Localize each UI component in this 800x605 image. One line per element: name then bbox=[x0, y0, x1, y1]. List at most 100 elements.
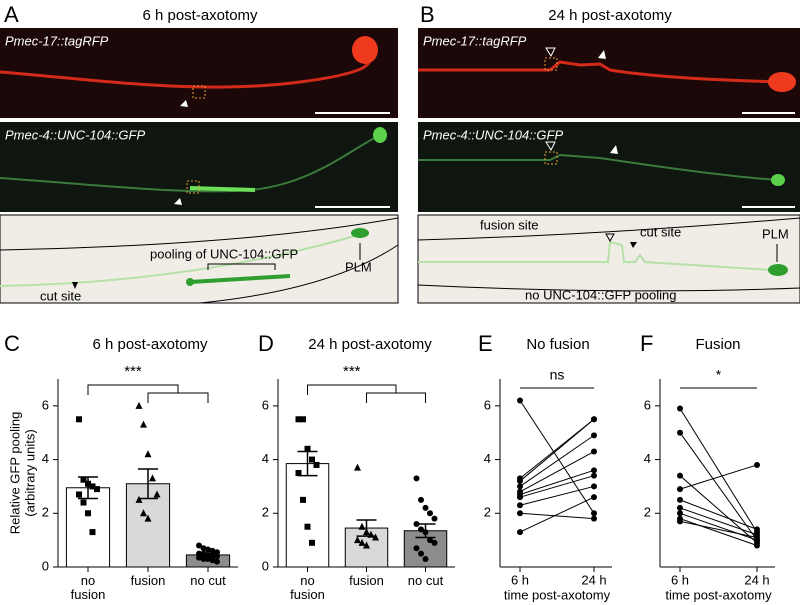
image-label: Pmec-17::tagRFP bbox=[423, 33, 527, 48]
pair-line bbox=[679, 432, 758, 541]
pair-line bbox=[519, 434, 595, 487]
diagram-label: cut site bbox=[40, 288, 81, 303]
data-point bbox=[422, 555, 429, 562]
x-axis-label: time post-axotomy bbox=[504, 587, 611, 602]
diagram-label: PLM bbox=[345, 259, 372, 274]
x-tick-label: no cut bbox=[190, 573, 226, 588]
arrowhead bbox=[174, 198, 182, 205]
data-point bbox=[431, 539, 438, 546]
data-point bbox=[89, 483, 96, 490]
data-point bbox=[295, 416, 302, 423]
data-point bbox=[363, 541, 370, 549]
data-point bbox=[591, 472, 597, 479]
data-point bbox=[85, 510, 91, 517]
data-point bbox=[363, 528, 370, 536]
pair-line bbox=[679, 507, 758, 536]
y-tick-label: 2 bbox=[484, 505, 491, 520]
data-point bbox=[309, 539, 315, 546]
data-point bbox=[517, 483, 523, 490]
cell-body bbox=[352, 36, 378, 64]
micrograph-green bbox=[418, 122, 800, 212]
data-point bbox=[517, 494, 523, 501]
data-point bbox=[677, 496, 683, 503]
pooling bbox=[189, 186, 256, 192]
diagram-label: pooling of UNC-104::GFP bbox=[150, 246, 298, 261]
data-point bbox=[413, 475, 420, 482]
data-point bbox=[205, 546, 211, 553]
y-tick-label: 6 bbox=[42, 397, 49, 412]
bracket bbox=[207, 263, 276, 270]
data-point bbox=[517, 502, 523, 509]
y-tick-label: 4 bbox=[42, 451, 49, 466]
data-point bbox=[214, 553, 220, 560]
image-label: Pmec-4::UNC-104::GFP bbox=[423, 127, 563, 142]
arrowhead bbox=[598, 50, 606, 59]
data-point bbox=[418, 496, 424, 503]
cell-body bbox=[771, 174, 785, 186]
significance: ns bbox=[550, 367, 565, 383]
diagram-label: PLM bbox=[762, 226, 789, 241]
axon bbox=[418, 240, 771, 271]
neuron-green bbox=[418, 153, 781, 181]
pair-line bbox=[679, 408, 758, 533]
arrow bbox=[630, 242, 637, 248]
chart-title: No fusion bbox=[526, 336, 589, 353]
data-point bbox=[422, 504, 429, 511]
data-point bbox=[754, 461, 760, 468]
data-point bbox=[309, 456, 315, 463]
pair-line bbox=[679, 518, 758, 546]
pair-line bbox=[679, 512, 758, 541]
worm-outline bbox=[417, 284, 800, 292]
data-point bbox=[135, 401, 143, 409]
y-tick-label: 2 bbox=[644, 505, 651, 520]
worm-outline bbox=[199, 244, 399, 304]
x-tick-label: fusion bbox=[130, 573, 166, 588]
data-point bbox=[591, 416, 597, 423]
data-point bbox=[427, 537, 433, 544]
diagram-label: cut site bbox=[640, 224, 681, 239]
data-point bbox=[591, 467, 597, 474]
chart-title: 24 h post-axotomy bbox=[308, 336, 432, 353]
data-point bbox=[517, 478, 523, 485]
panel-letter: F bbox=[640, 331, 653, 356]
data-point bbox=[205, 555, 211, 562]
data-point bbox=[591, 510, 597, 517]
y-axis-label: (arbitrary units) bbox=[22, 429, 37, 516]
panel-title: 24 h post-axotomy bbox=[548, 7, 672, 24]
data-point bbox=[413, 521, 420, 528]
data-point bbox=[300, 496, 306, 503]
panel-letter: D bbox=[258, 331, 274, 356]
chart-title: 6 h post-axotomy bbox=[92, 336, 208, 353]
data-point bbox=[413, 545, 420, 552]
data-point bbox=[295, 470, 302, 476]
panel-letter: E bbox=[478, 331, 493, 356]
data-point bbox=[149, 474, 156, 482]
data-point bbox=[427, 510, 433, 517]
chart-title: Fusion bbox=[695, 336, 740, 353]
data-point bbox=[200, 545, 207, 552]
data-point bbox=[418, 526, 424, 533]
panel-letter: B bbox=[420, 2, 435, 27]
pair-line bbox=[519, 485, 595, 506]
data-point bbox=[94, 486, 100, 493]
y-tick-label: 2 bbox=[262, 505, 269, 520]
data-point bbox=[140, 509, 147, 517]
significance-bracket bbox=[87, 384, 209, 403]
pair-line bbox=[679, 499, 758, 530]
micrograph-red bbox=[0, 28, 398, 118]
pair-line bbox=[679, 475, 758, 544]
y-tick-label: 0 bbox=[262, 558, 269, 573]
data-point bbox=[144, 450, 152, 458]
micrograph-green bbox=[0, 122, 398, 212]
diagram bbox=[0, 214, 399, 304]
micrograph-red bbox=[418, 28, 800, 118]
data-point bbox=[354, 463, 361, 471]
data-point bbox=[754, 534, 760, 541]
data-point bbox=[313, 461, 320, 468]
y-tick-label: 4 bbox=[484, 451, 491, 466]
data-point bbox=[304, 523, 311, 530]
cut-box bbox=[544, 57, 558, 71]
data-point bbox=[80, 499, 87, 506]
data-point bbox=[76, 491, 82, 498]
